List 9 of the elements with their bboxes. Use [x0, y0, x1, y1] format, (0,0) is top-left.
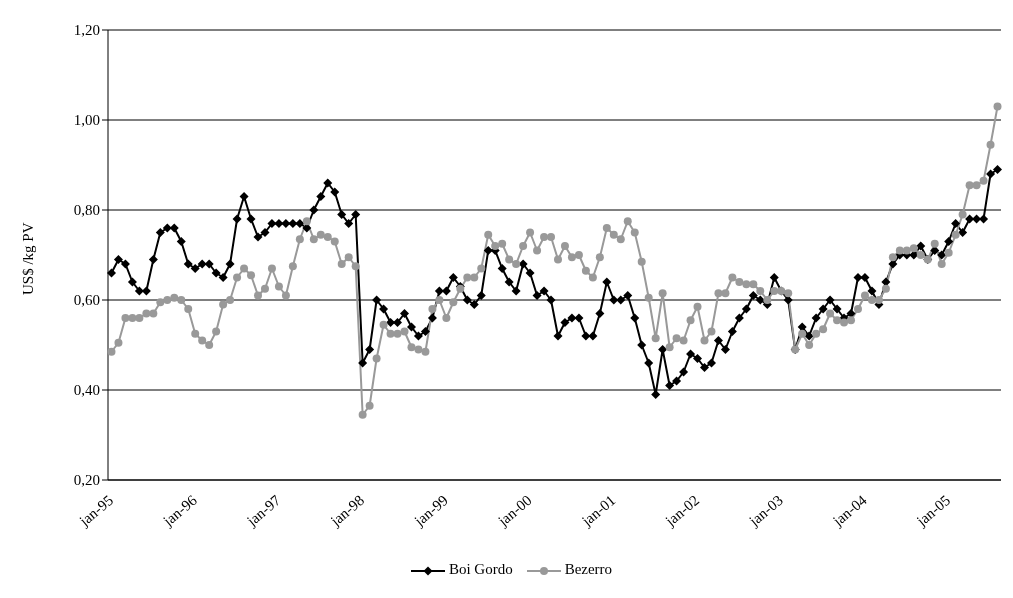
y-tick-label: 0,60 — [73, 292, 100, 309]
legend-label: Boi Gordo — [447, 561, 513, 577]
y-tick-label: 0,20 — [73, 472, 100, 489]
legend-label: Bezerro — [563, 561, 613, 577]
y-axis-title: US$ /kg PV — [20, 222, 37, 295]
y-tick-label: 1,20 — [73, 22, 100, 39]
y-tick-label: 1,00 — [73, 112, 100, 129]
y-tick-label: 0,40 — [73, 382, 100, 399]
y-tick-label: 0,80 — [73, 202, 100, 219]
